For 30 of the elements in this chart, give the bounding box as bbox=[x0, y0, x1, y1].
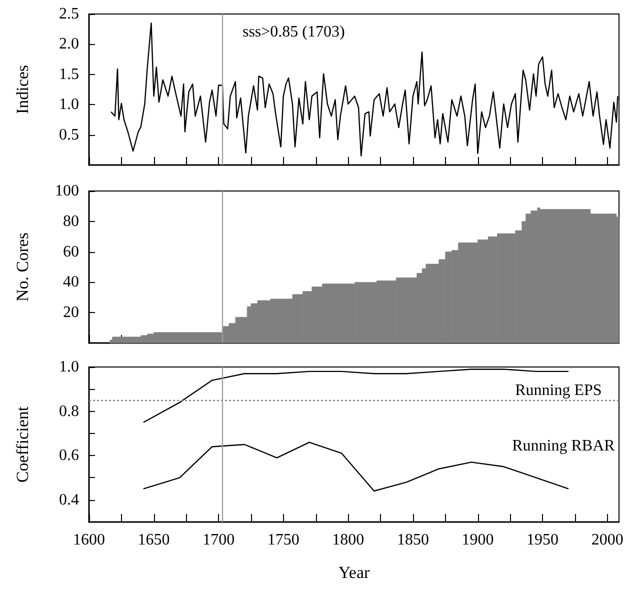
x-tick-label: 1850 bbox=[396, 532, 429, 548]
x-tick-label: 1600 bbox=[73, 532, 105, 548]
y-tick-label: 1.0 bbox=[59, 358, 79, 376]
series-label: Running EPS bbox=[515, 382, 602, 399]
y-tick-label: 0.5 bbox=[59, 126, 79, 144]
x-tick-label: 1950 bbox=[526, 532, 559, 548]
x-tick-label: 1650 bbox=[138, 532, 170, 548]
y-axis-title: Indices bbox=[13, 64, 32, 114]
x-tick-label: 1700 bbox=[202, 532, 235, 548]
y-tick-label: 2.0 bbox=[59, 36, 79, 53]
y-tick-label: 40 bbox=[63, 274, 79, 291]
y-tick-label: 0.6 bbox=[59, 447, 79, 464]
y-tick-label: 100 bbox=[55, 182, 79, 200]
y-tick-label: 2.5 bbox=[59, 6, 79, 22]
y-tick-label: 60 bbox=[63, 243, 79, 260]
y-tick-label: 1.0 bbox=[59, 96, 79, 114]
y-axis-title: No. Cores bbox=[13, 232, 32, 302]
x-tick-label: 1750 bbox=[267, 532, 300, 548]
y-tick-label: 0.8 bbox=[59, 402, 79, 420]
y-tick-label: 1.5 bbox=[59, 66, 79, 83]
y-tick-label: 0.4 bbox=[59, 491, 79, 508]
y-tick-label: 20 bbox=[63, 304, 79, 322]
x-tick-label: 1900 bbox=[462, 532, 494, 548]
x-tick-label: 2000 bbox=[591, 532, 624, 548]
ref-line-label: sss>0.85 (1703) bbox=[242, 24, 345, 40]
y-axis-title: Coefficient bbox=[13, 406, 32, 483]
x-axis-title: Year bbox=[338, 563, 370, 582]
x-tick-label: 1800 bbox=[332, 532, 364, 548]
series-label: Running RBAR bbox=[512, 437, 616, 454]
y-tick-label: 80 bbox=[63, 212, 79, 230]
